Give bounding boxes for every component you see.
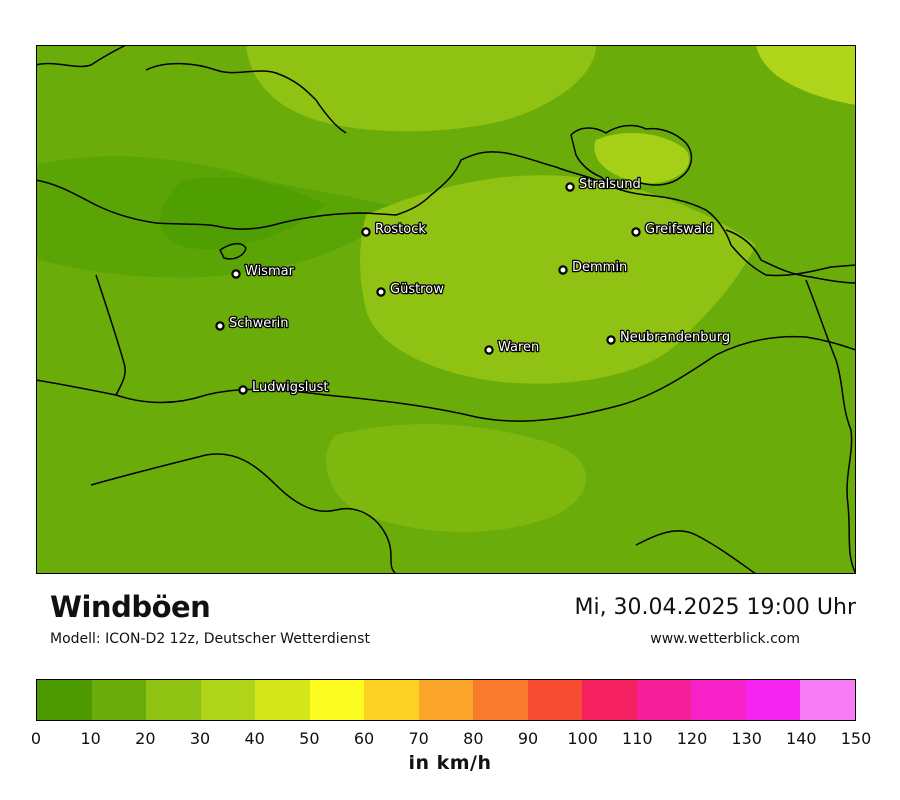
border-brandenburg bbox=[635, 530, 757, 574]
legend-swatch bbox=[91, 680, 147, 720]
legend-swatch bbox=[200, 680, 256, 720]
legend-swatch bbox=[473, 680, 528, 720]
legend-tick-label: 90 bbox=[517, 729, 539, 748]
legend-swatch bbox=[745, 680, 801, 720]
city-dot bbox=[558, 265, 568, 275]
city-marker: Wismar bbox=[231, 263, 296, 280]
city-dot bbox=[215, 321, 225, 331]
city-label: Wismar bbox=[245, 264, 295, 279]
denmark-coast bbox=[36, 45, 127, 68]
poel-island bbox=[219, 242, 247, 260]
legend-swatch bbox=[582, 680, 637, 720]
legend-ticks: 0 10 20 30 40 50 60 70 80 90 100 110 120 130 140 150 bbox=[31, 729, 871, 749]
legend-tick-label: 70 bbox=[408, 729, 429, 748]
legend-tick-label: 110 bbox=[622, 729, 653, 748]
legend-tick-label: 140 bbox=[786, 729, 817, 748]
legend-swatch bbox=[527, 680, 583, 720]
legend-tick-label: 60 bbox=[353, 729, 375, 748]
color-legend bbox=[36, 679, 856, 721]
city-marker: Waren bbox=[484, 339, 541, 356]
city-markers: Stralsund Rostock Greifswald Wismar Demmin Gü… bbox=[215, 176, 731, 396]
wind-field-low-coast bbox=[160, 176, 326, 250]
wind-field-high-ruegen bbox=[594, 132, 690, 184]
city-dot bbox=[606, 335, 616, 345]
city-label: Waren bbox=[498, 340, 539, 355]
legend-unit: in km/h bbox=[408, 752, 492, 774]
city-label: Greifswald bbox=[645, 222, 714, 237]
legend-tick-label: 80 bbox=[463, 729, 484, 748]
legend-tick-label: 10 bbox=[80, 729, 101, 748]
wind-field-mid-north bbox=[246, 45, 596, 132]
coastlines bbox=[36, 45, 856, 574]
website-link[interactable]: www.wetterblick.com bbox=[650, 631, 800, 647]
legend-tick-label: 120 bbox=[676, 729, 708, 748]
city-label: Ludwigslust bbox=[252, 380, 329, 395]
city-dot bbox=[631, 227, 641, 237]
city-dot bbox=[238, 385, 248, 395]
forecast-datetime: Mi, 30.04.2025 19:00 Uhr bbox=[574, 595, 856, 620]
city-marker: Rostock bbox=[361, 221, 428, 238]
wind-gust-map: Stralsund Rostock Greifswald Wismar Demmin Gü… bbox=[36, 45, 856, 574]
city-marker: Ludwigslust bbox=[238, 379, 330, 396]
usedom-coast bbox=[725, 229, 856, 284]
city-marker: Neubrandenburg bbox=[606, 329, 731, 346]
legend-swatch bbox=[691, 680, 746, 720]
city-label: Rostock bbox=[375, 222, 426, 237]
baltic-coastline bbox=[36, 151, 856, 277]
fehmarn-coast bbox=[145, 62, 347, 134]
ruegen-island bbox=[570, 124, 693, 188]
wind-field-mid-south bbox=[326, 424, 586, 532]
legend-tick-label: 50 bbox=[299, 729, 320, 748]
city-dot bbox=[361, 227, 371, 237]
city-label: Stralsund bbox=[579, 177, 641, 192]
legend-tick-label: 20 bbox=[135, 729, 156, 748]
legend-tick-label: 30 bbox=[189, 729, 211, 748]
city-marker: Schwerin bbox=[215, 315, 290, 332]
city-marker: Stralsund bbox=[565, 176, 642, 193]
city-label: Güstrow bbox=[390, 282, 444, 297]
legend-tick-label: 100 bbox=[567, 729, 598, 748]
map-title: Windböen bbox=[50, 590, 211, 624]
city-dot bbox=[565, 182, 575, 192]
city-marker: Greifswald bbox=[631, 221, 715, 238]
legend-swatch bbox=[636, 680, 692, 720]
map-frame bbox=[36, 45, 856, 574]
city-label: Demmin bbox=[572, 260, 627, 275]
wind-field-mid-east bbox=[360, 175, 756, 384]
map-canvas: Stralsund Rostock Greifswald Wismar Demmin Gü… bbox=[36, 45, 856, 574]
legend-tick-label: 150 bbox=[840, 729, 872, 748]
city-dot bbox=[376, 287, 386, 297]
city-marker: Demmin bbox=[558, 259, 628, 276]
city-marker: Güstrow bbox=[376, 281, 445, 298]
oder-river bbox=[805, 279, 856, 574]
state-border-south bbox=[36, 335, 856, 422]
legend-swatch bbox=[364, 680, 419, 720]
legend-swatch bbox=[37, 680, 92, 720]
legend-swatch bbox=[418, 680, 474, 720]
city-label: Neubrandenburg bbox=[620, 330, 730, 345]
city-dot bbox=[231, 269, 241, 279]
legend-swatch bbox=[800, 680, 855, 720]
model-subtitle: Modell: ICON-D2 12z, Deutscher Wetterdie… bbox=[50, 631, 370, 647]
legend-swatch bbox=[255, 680, 310, 720]
wind-field-high-ne bbox=[756, 45, 856, 105]
state-border-west bbox=[95, 274, 126, 396]
legend-swatch bbox=[146, 680, 201, 720]
legend-tick-label: 40 bbox=[244, 729, 265, 748]
legend-swatch bbox=[309, 680, 365, 720]
legend-tick-label: 130 bbox=[731, 729, 762, 748]
legend-tick-label: 0 bbox=[30, 729, 42, 748]
border-south-lower bbox=[90, 453, 397, 574]
city-dot bbox=[484, 345, 494, 355]
city-label: Schwerin bbox=[229, 316, 288, 331]
